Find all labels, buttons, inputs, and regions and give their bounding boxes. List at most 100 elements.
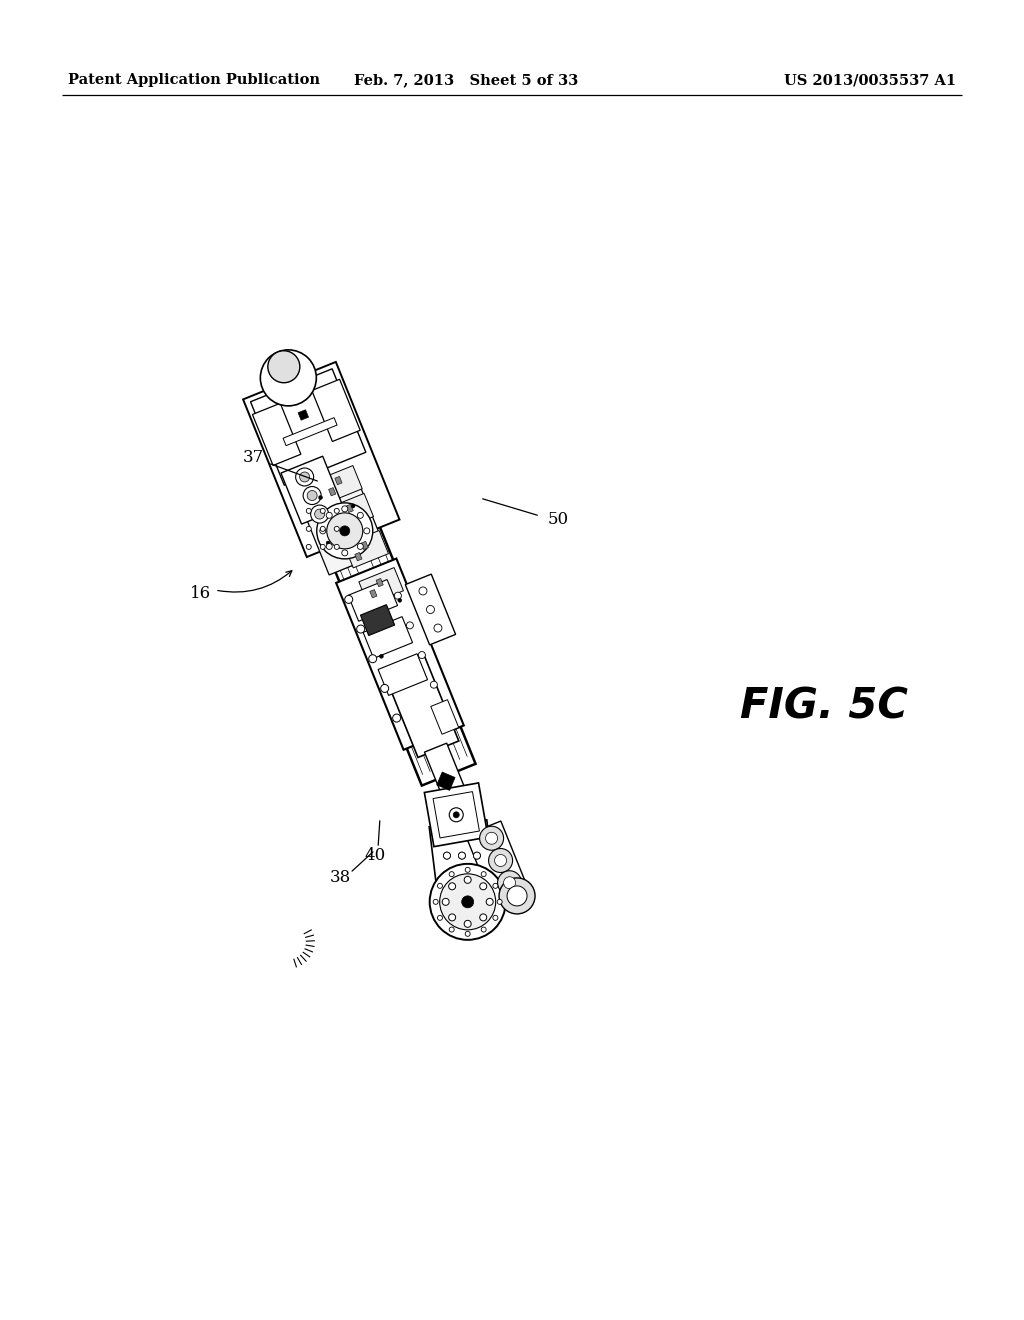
Circle shape: [443, 853, 451, 859]
Circle shape: [437, 883, 442, 888]
Polygon shape: [436, 772, 455, 791]
Circle shape: [327, 512, 332, 519]
Circle shape: [465, 932, 470, 936]
Circle shape: [449, 883, 456, 890]
Circle shape: [369, 655, 377, 663]
Polygon shape: [243, 362, 399, 557]
Circle shape: [419, 652, 425, 659]
Polygon shape: [364, 616, 413, 659]
Polygon shape: [425, 743, 469, 808]
Circle shape: [419, 587, 427, 595]
Circle shape: [307, 491, 317, 500]
Polygon shape: [336, 558, 464, 750]
Circle shape: [318, 495, 323, 499]
Circle shape: [380, 655, 383, 659]
Circle shape: [306, 527, 311, 532]
Circle shape: [334, 544, 339, 549]
Polygon shape: [329, 494, 374, 531]
Circle shape: [464, 920, 471, 928]
Circle shape: [459, 853, 466, 859]
Text: FIG. 5C: FIG. 5C: [740, 685, 908, 727]
Circle shape: [479, 826, 504, 850]
Circle shape: [495, 854, 507, 866]
Circle shape: [326, 541, 330, 545]
Circle shape: [450, 808, 463, 822]
Text: US 2013/0035537 A1: US 2013/0035537 A1: [784, 73, 956, 87]
Circle shape: [507, 886, 527, 906]
Polygon shape: [317, 466, 362, 503]
Polygon shape: [406, 574, 456, 645]
Circle shape: [345, 595, 352, 603]
Circle shape: [430, 681, 437, 688]
Circle shape: [479, 883, 486, 890]
Polygon shape: [378, 653, 428, 696]
Circle shape: [442, 899, 450, 906]
Polygon shape: [431, 700, 459, 734]
Circle shape: [450, 927, 455, 932]
Text: 16: 16: [189, 585, 211, 602]
Circle shape: [498, 871, 521, 895]
Circle shape: [481, 927, 486, 932]
Circle shape: [465, 867, 470, 873]
Polygon shape: [348, 579, 397, 622]
Circle shape: [397, 598, 401, 602]
Polygon shape: [466, 821, 529, 904]
Circle shape: [392, 714, 400, 722]
Text: 50: 50: [548, 511, 568, 528]
Polygon shape: [335, 477, 342, 484]
Circle shape: [493, 883, 498, 888]
Circle shape: [426, 606, 434, 614]
Circle shape: [356, 626, 365, 634]
Circle shape: [450, 871, 455, 876]
Circle shape: [439, 874, 496, 929]
Circle shape: [437, 915, 442, 920]
Circle shape: [314, 510, 325, 519]
Polygon shape: [283, 417, 337, 446]
Circle shape: [493, 915, 498, 920]
Circle shape: [486, 899, 494, 906]
Circle shape: [462, 896, 474, 908]
Circle shape: [504, 876, 515, 888]
Polygon shape: [346, 504, 353, 512]
Circle shape: [488, 849, 513, 873]
Text: Patent Application Publication: Patent Application Publication: [68, 73, 319, 87]
Circle shape: [357, 544, 364, 549]
Circle shape: [296, 469, 313, 486]
Circle shape: [499, 878, 536, 913]
Polygon shape: [433, 792, 479, 838]
Circle shape: [473, 853, 480, 859]
Polygon shape: [253, 403, 301, 466]
Polygon shape: [382, 653, 459, 758]
Circle shape: [342, 506, 348, 512]
Circle shape: [310, 506, 329, 523]
Circle shape: [464, 876, 471, 883]
Circle shape: [357, 512, 364, 519]
Circle shape: [321, 527, 326, 532]
Polygon shape: [329, 487, 336, 496]
Circle shape: [364, 528, 370, 533]
Text: 40: 40: [365, 846, 386, 863]
Circle shape: [342, 550, 348, 556]
Circle shape: [327, 544, 332, 549]
Circle shape: [306, 508, 311, 513]
Circle shape: [303, 487, 322, 504]
Circle shape: [485, 832, 498, 845]
Circle shape: [407, 622, 414, 628]
Circle shape: [319, 528, 326, 533]
Polygon shape: [311, 379, 360, 441]
Circle shape: [459, 853, 466, 859]
Circle shape: [498, 899, 502, 904]
Polygon shape: [281, 457, 343, 524]
Circle shape: [327, 513, 362, 549]
Circle shape: [430, 863, 506, 940]
Circle shape: [300, 473, 309, 482]
Circle shape: [321, 508, 326, 513]
Circle shape: [454, 812, 459, 818]
Circle shape: [321, 544, 326, 549]
Circle shape: [434, 624, 442, 632]
Circle shape: [479, 913, 486, 921]
Polygon shape: [251, 368, 366, 486]
Circle shape: [481, 871, 486, 876]
Polygon shape: [376, 578, 383, 587]
Circle shape: [316, 503, 373, 558]
